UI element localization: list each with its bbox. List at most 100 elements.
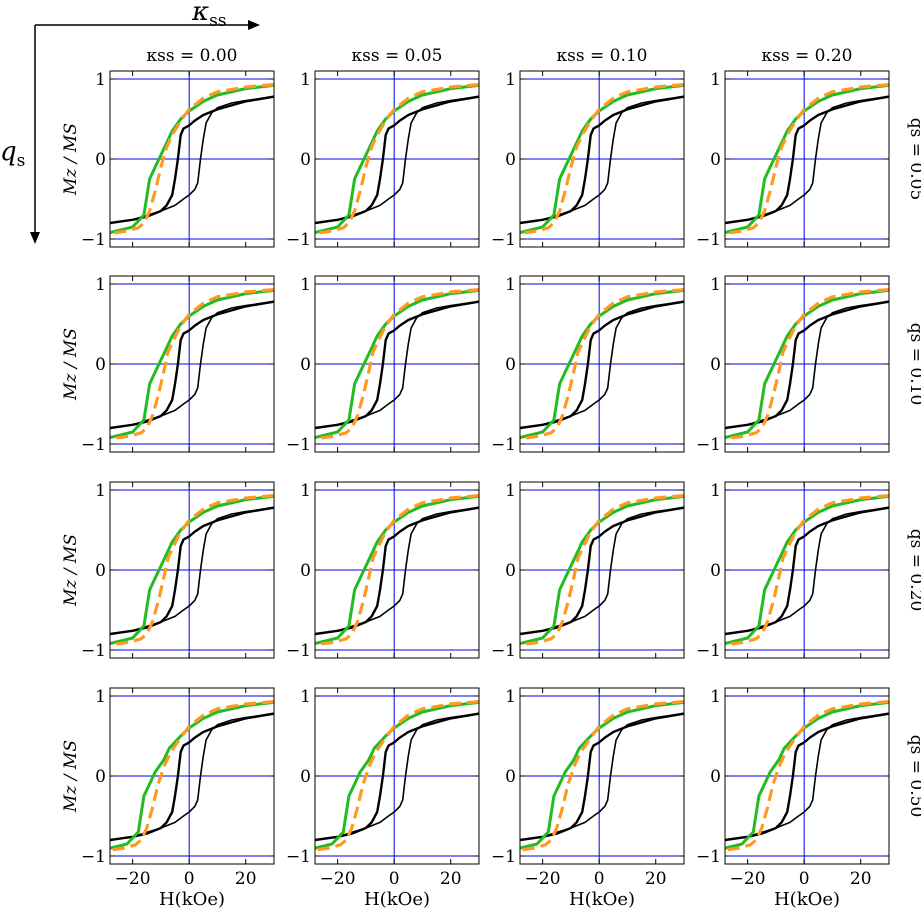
y-tick-label: 0 bbox=[300, 561, 311, 581]
orange-dashed-curve bbox=[727, 494, 889, 646]
y-tick-label: −1 bbox=[81, 641, 106, 661]
y-tick-label: 1 bbox=[95, 70, 106, 90]
orange-dashed-curve bbox=[315, 700, 479, 852]
x-tick-label: 0 bbox=[799, 869, 810, 889]
x-tick-label: −20 bbox=[320, 869, 356, 889]
y-tick-label: 0 bbox=[505, 561, 516, 581]
column-header: κss = 0.00 bbox=[147, 46, 238, 66]
subplot-r2-c0: −1 0 1 Mz / MS bbox=[61, 481, 275, 661]
y-tick-label: 0 bbox=[300, 355, 311, 375]
green-curve bbox=[110, 494, 274, 646]
y-tick-label: 0 bbox=[300, 150, 311, 170]
black-loop-decreasing bbox=[725, 95, 889, 225]
plot-area bbox=[725, 688, 889, 864]
orange-dashed-curve bbox=[520, 700, 684, 852]
y-tick-label: 0 bbox=[710, 561, 721, 581]
y-tick-label: 0 bbox=[505, 355, 516, 375]
y-axis-label: Mz / MS bbox=[61, 740, 81, 813]
black-loop-decreasing bbox=[520, 712, 684, 842]
black-loop-decreasing bbox=[110, 300, 274, 430]
plot-area bbox=[110, 482, 274, 658]
green-curve bbox=[110, 83, 274, 235]
y-tick-label: −1 bbox=[696, 435, 721, 455]
y-tick-label: 1 bbox=[710, 481, 721, 501]
green-curve bbox=[725, 83, 889, 235]
black-loop-decreasing bbox=[315, 712, 479, 842]
subplot-r3-c0: −1 0 1 Mz / MS −20 0 20 H(kOe) bbox=[61, 687, 275, 910]
orange-dashed-curve bbox=[112, 494, 274, 646]
plot-area bbox=[725, 71, 889, 247]
green-curve bbox=[520, 288, 684, 440]
subplot-r2-c2: −1 0 1 bbox=[491, 481, 685, 661]
kappa-axis-label: κss bbox=[191, 0, 227, 31]
y-tick-label: 0 bbox=[710, 150, 721, 170]
y-tick-label: 1 bbox=[95, 481, 106, 501]
black-loop-increasing bbox=[315, 506, 479, 635]
y-tick-label: −1 bbox=[81, 435, 106, 455]
orange-dashed-curve bbox=[522, 494, 684, 646]
black-loop-increasing bbox=[315, 712, 479, 841]
y-tick-label: 1 bbox=[710, 275, 721, 295]
black-loop-decreasing bbox=[110, 712, 274, 842]
orange-dashed-curve bbox=[317, 494, 479, 646]
column-header: κss = 0.10 bbox=[557, 46, 648, 66]
green-curve bbox=[725, 494, 889, 646]
plot-area bbox=[725, 276, 889, 452]
y-tick-label: 0 bbox=[710, 767, 721, 787]
subplot-r0-c0: −1 0 1 Mz / MS κss = 0.00 bbox=[61, 46, 275, 250]
black-loop-increasing bbox=[110, 712, 274, 841]
orange-dashed-curve bbox=[112, 288, 274, 440]
black-loop-decreasing bbox=[110, 506, 274, 636]
plot-area bbox=[110, 688, 274, 864]
green-curve bbox=[520, 700, 684, 850]
plot-area bbox=[315, 71, 479, 247]
black-loop-increasing bbox=[110, 95, 274, 224]
black-loop-increasing bbox=[520, 95, 684, 224]
y-tick-label: −1 bbox=[286, 847, 311, 867]
x-tick-label: −20 bbox=[525, 869, 561, 889]
y-tick-label: 0 bbox=[300, 767, 311, 787]
y-tick-label: −1 bbox=[696, 641, 721, 661]
black-loop-increasing bbox=[725, 506, 889, 635]
y-axis-label: Mz / MS bbox=[61, 123, 81, 196]
black-loop-decreasing bbox=[520, 300, 684, 430]
black-loop-decreasing bbox=[520, 506, 684, 636]
y-tick-label: −1 bbox=[696, 230, 721, 250]
black-loop-decreasing bbox=[110, 95, 274, 225]
y-tick-label: 1 bbox=[300, 275, 311, 295]
row-label: qs = 0.20 bbox=[906, 529, 921, 612]
black-loop-decreasing bbox=[725, 506, 889, 636]
kappa-axis-arrowhead bbox=[248, 20, 260, 30]
black-loop-increasing bbox=[520, 300, 684, 429]
subplot-r1-c3: −1 0 1 qs = 0.10 bbox=[696, 275, 921, 455]
y-tick-label: 0 bbox=[95, 767, 106, 787]
y-tick-label: −1 bbox=[491, 641, 516, 661]
plot-area bbox=[315, 482, 479, 658]
y-tick-label: 1 bbox=[300, 481, 311, 501]
y-axis-label: Mz / MS bbox=[61, 534, 81, 607]
row-label: qs = 0.50 bbox=[906, 735, 921, 818]
subplot-r1-c2: −1 0 1 bbox=[491, 275, 685, 455]
black-loop-increasing bbox=[110, 300, 274, 429]
subplot-r1-c0: −1 0 1 Mz / MS bbox=[61, 275, 275, 455]
green-curve bbox=[315, 288, 479, 440]
black-loop-decreasing bbox=[725, 712, 889, 842]
plot-area bbox=[520, 276, 684, 452]
y-tick-label: −1 bbox=[286, 641, 311, 661]
x-axis-label: H(kOe) bbox=[774, 889, 840, 910]
x-tick-label: 20 bbox=[440, 869, 462, 889]
subplot-r0-c1: −1 0 1 κss = 0.05 bbox=[286, 46, 480, 250]
y-tick-label: 1 bbox=[505, 481, 516, 501]
y-tick-label: 1 bbox=[710, 70, 721, 90]
y-tick-label: 0 bbox=[95, 561, 106, 581]
subplot-r0-c3: −1 0 1 κss = 0.20 qs = 0.05 bbox=[696, 46, 921, 250]
plot-area bbox=[315, 276, 479, 452]
green-curve bbox=[520, 494, 684, 646]
y-tick-label: 0 bbox=[95, 150, 106, 170]
y-tick-label: 1 bbox=[300, 687, 311, 707]
green-curve bbox=[110, 288, 274, 440]
black-loop-increasing bbox=[520, 712, 684, 841]
orange-dashed-curve bbox=[110, 700, 274, 852]
y-tick-label: 1 bbox=[505, 275, 516, 295]
